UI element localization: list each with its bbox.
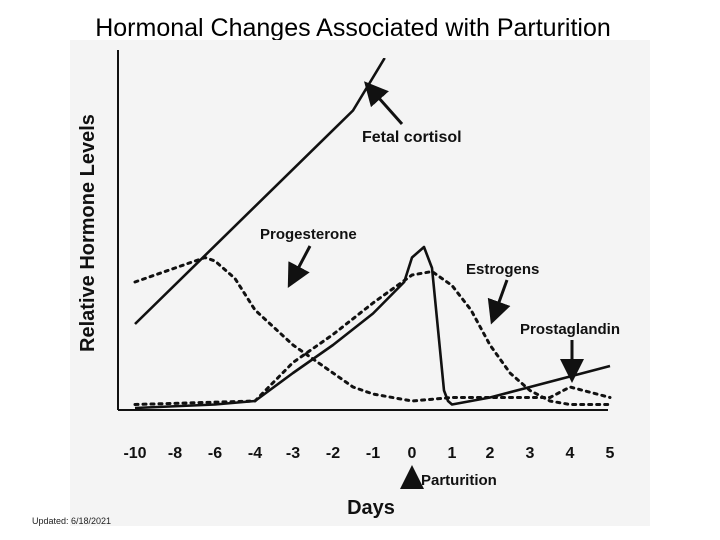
x-tick-label: 4 bbox=[566, 445, 575, 462]
slide-title: Hormonal Changes Associated with Parturi… bbox=[95, 14, 611, 42]
x-tick-label: -3 bbox=[286, 445, 300, 462]
series-line-progesterone bbox=[133, 256, 612, 403]
series-label-estrogens: Estrogens bbox=[466, 261, 539, 278]
series-line-prostaglandin bbox=[134, 245, 611, 410]
x-tick-label: -1 bbox=[366, 445, 380, 462]
parturition-label: Parturition bbox=[421, 472, 497, 489]
series-label-progesterone: Progesterone bbox=[260, 226, 357, 243]
x-tick-label: 1 bbox=[448, 445, 457, 462]
series-label-fetal-cortisol: Fetal cortisol bbox=[362, 129, 462, 146]
x-axis-title: Days bbox=[347, 497, 395, 519]
arrow-progesterone bbox=[287, 245, 312, 288]
series-line-fetal-cortisol bbox=[134, 58, 386, 325]
chart-figure: -10 -8 -6 -4 -3 -2 -1 0 1 2 3 4 5 Days Relative Hormo… bbox=[70, 40, 650, 526]
y-axis-title: Relative Hormone Levels bbox=[77, 114, 99, 352]
x-tick-label: -2 bbox=[326, 445, 340, 462]
x-tick-label: 0 bbox=[408, 445, 417, 462]
arrow-estrogens bbox=[487, 279, 511, 325]
x-tick-label: 3 bbox=[526, 445, 535, 462]
arrow-fetal-cortisol bbox=[364, 81, 404, 125]
x-tick-label: -6 bbox=[208, 445, 222, 462]
series-line-estrogens bbox=[133, 270, 612, 406]
footer-updated: Updated: 6/18/2021 bbox=[32, 516, 112, 526]
x-tick-label: -4 bbox=[248, 445, 262, 462]
x-tick-label: 2 bbox=[486, 445, 495, 462]
x-tick-label: 5 bbox=[606, 445, 615, 462]
x-tick-label: -8 bbox=[168, 445, 182, 462]
series-label-prostaglandin: Prostaglandin bbox=[520, 321, 620, 338]
x-tick-label: -10 bbox=[123, 445, 146, 462]
